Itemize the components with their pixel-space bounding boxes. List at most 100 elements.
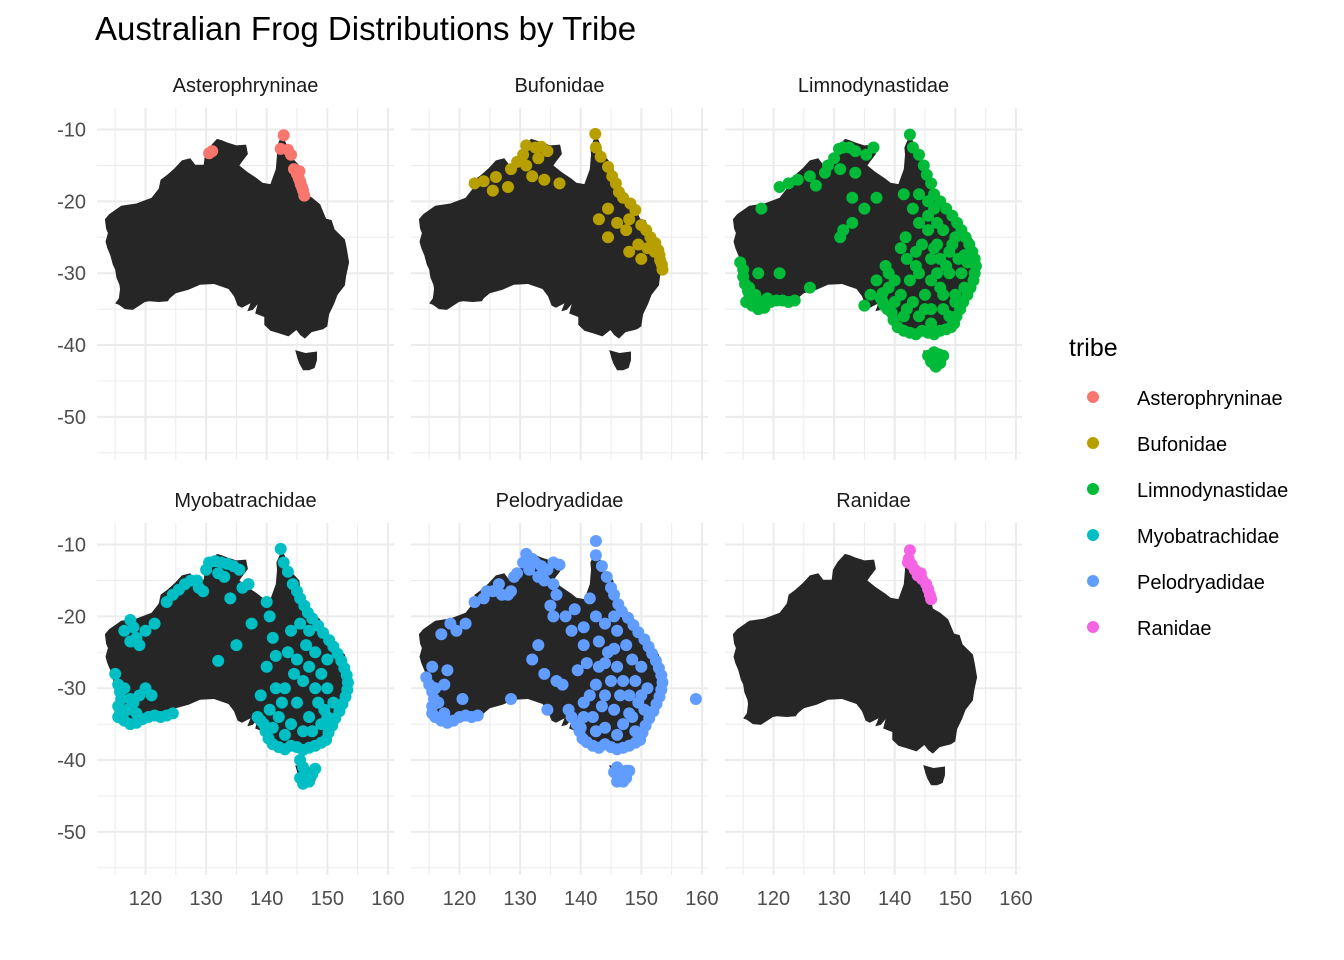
data-point <box>656 263 669 276</box>
data-point <box>269 682 282 695</box>
data-point <box>791 173 804 186</box>
data-point <box>608 588 621 601</box>
legend-key <box>1087 391 1099 403</box>
data-point <box>922 349 935 362</box>
x-tick-label: 150 <box>625 888 658 910</box>
data-point <box>635 689 648 702</box>
facet-strip-label: Myobatrachidae <box>174 490 316 512</box>
data-point <box>611 216 624 229</box>
data-point <box>928 242 941 255</box>
legend-key <box>1087 575 1099 587</box>
data-point <box>635 660 648 673</box>
australia-landmass <box>609 350 631 371</box>
data-point <box>197 585 210 598</box>
data-point <box>471 709 484 722</box>
australia-landmass <box>104 134 350 339</box>
data-point <box>118 682 131 695</box>
data-point <box>846 191 859 204</box>
data-point <box>943 245 956 258</box>
data-point <box>456 693 469 705</box>
data-point <box>556 678 569 691</box>
data-point <box>124 693 137 705</box>
data-point <box>441 664 454 677</box>
data-point <box>291 696 303 709</box>
data-point <box>933 348 945 361</box>
data-point <box>541 703 554 716</box>
x-tick-label: 120 <box>757 888 790 910</box>
data-point <box>955 267 968 280</box>
data-point <box>321 711 334 723</box>
data-point <box>429 682 442 695</box>
facet-panel: Pelodryadidae 120 130 140 150 160 <box>411 490 719 910</box>
x-tick-label: 160 <box>685 888 718 910</box>
y-tick-label: -40 <box>57 750 86 772</box>
legend: tribe Asterophryninae Bufonidae Limnodynas… <box>1069 334 1288 640</box>
data-point <box>538 173 551 186</box>
x-tick-label: 140 <box>878 888 911 910</box>
data-point <box>118 624 131 637</box>
data-point <box>459 617 472 630</box>
data-point <box>426 660 439 673</box>
data-point <box>254 689 267 702</box>
data-point <box>919 288 931 301</box>
data-point <box>903 128 916 141</box>
data-point <box>532 152 545 165</box>
data-point <box>913 148 925 161</box>
data-point <box>505 693 517 705</box>
data-point <box>870 191 883 204</box>
data-point <box>608 610 621 623</box>
data-point <box>599 689 611 702</box>
data-point <box>589 549 602 562</box>
data-point <box>906 296 919 308</box>
data-point <box>913 188 925 201</box>
data-point <box>309 646 322 659</box>
data-point <box>934 252 947 265</box>
facet-panels: Asterophryninae -10 -20 -30 -40 -50 Bufonidae L… <box>57 75 1033 910</box>
legend-key <box>1087 621 1099 633</box>
data-point <box>879 260 892 272</box>
y-tick-label: -50 <box>57 407 86 429</box>
data-point <box>917 159 930 172</box>
data-point <box>565 711 578 723</box>
legend-label: Asterophryninae <box>1137 388 1283 410</box>
data-point <box>623 245 636 258</box>
x-tick-label: 120 <box>443 888 476 910</box>
data-point <box>602 202 614 215</box>
data-point <box>846 216 859 229</box>
data-point <box>602 160 614 173</box>
data-point <box>166 707 179 720</box>
data-point <box>291 653 303 666</box>
facet-strip-label: Pelodryadidae <box>496 490 624 512</box>
x-tick-label: 120 <box>129 888 162 910</box>
data-point <box>931 216 944 229</box>
data-point <box>577 621 590 634</box>
data-point <box>139 624 152 637</box>
x-tick-label: 140 <box>250 888 283 910</box>
data-point <box>600 570 613 583</box>
data-point <box>285 624 297 637</box>
data-point <box>922 224 935 237</box>
data-point <box>608 766 621 779</box>
legend-label: Pelodryadidae <box>1137 572 1265 594</box>
data-point <box>755 202 768 215</box>
data-point <box>617 675 630 687</box>
data-point <box>925 593 938 606</box>
data-point <box>860 148 873 161</box>
data-point <box>109 667 122 680</box>
data-point <box>589 535 602 547</box>
x-tick-label: 150 <box>311 888 344 910</box>
data-point <box>520 139 533 152</box>
data-point <box>900 252 913 265</box>
data-point <box>577 639 590 652</box>
legend-key <box>1087 529 1099 541</box>
data-point <box>559 610 572 623</box>
data-point <box>635 252 648 265</box>
data-point <box>620 639 633 652</box>
y-tick-label: -30 <box>57 678 86 700</box>
data-point <box>505 585 517 598</box>
data-point <box>303 624 316 637</box>
data-point <box>492 578 505 591</box>
data-point <box>583 689 596 702</box>
data-point <box>589 610 602 623</box>
